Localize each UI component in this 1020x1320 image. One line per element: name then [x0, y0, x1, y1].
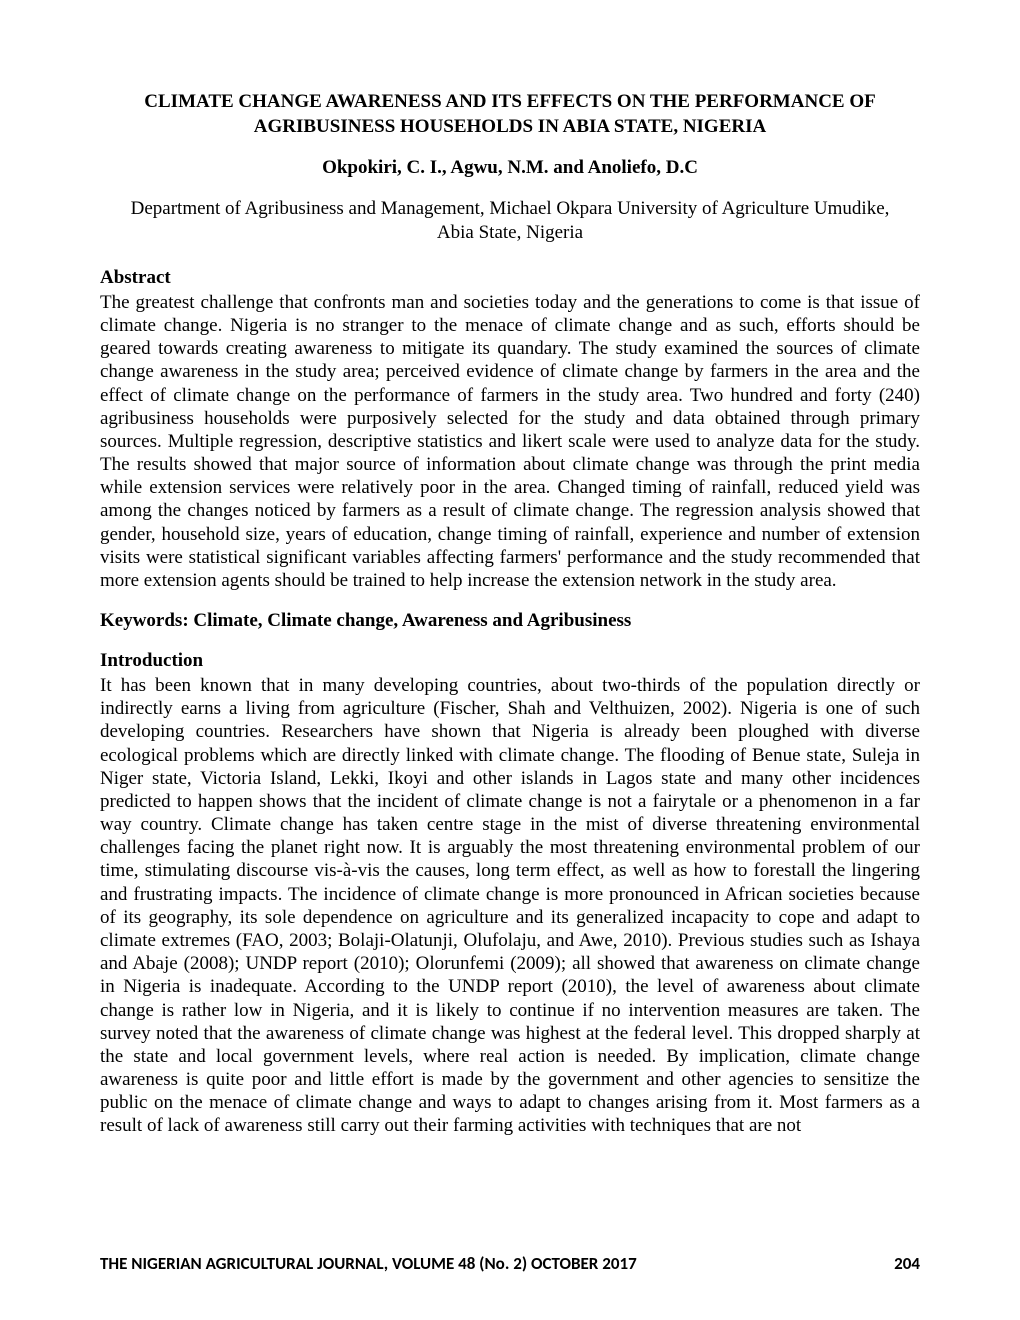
- abstract-body: The greatest challenge that confronts ma…: [100, 291, 920, 592]
- keywords: Keywords: Climate, Climate change, Aware…: [100, 610, 920, 632]
- title-line-1: CLIMATE CHANGE AWARENESS AND ITS EFFECTS…: [144, 91, 875, 112]
- title-line-2: AGRIBUSINESS HOUSEHOLDS IN ABIA STATE, N…: [254, 116, 766, 137]
- footer-journal: THE NIGERIAN AGRICULTURAL JOURNAL, VOLUM…: [100, 1253, 637, 1274]
- affiliation: Department of Agribusiness and Managemen…: [100, 197, 920, 245]
- affiliation-line-2: Abia State, Nigeria: [437, 222, 583, 243]
- page-footer: THE NIGERIAN AGRICULTURAL JOURNAL, VOLUM…: [100, 1253, 920, 1274]
- authors: Okpokiri, C. I., Agwu, N.M. and Anoliefo…: [100, 157, 920, 179]
- introduction-heading: Introduction: [100, 650, 920, 672]
- abstract-heading: Abstract: [100, 267, 920, 289]
- paper-title: CLIMATE CHANGE AWARENESS AND ITS EFFECTS…: [100, 90, 920, 139]
- footer-page-number: 204: [894, 1253, 920, 1274]
- affiliation-line-1: Department of Agribusiness and Managemen…: [131, 198, 890, 219]
- introduction-body: It has been known that in many developin…: [100, 674, 920, 1137]
